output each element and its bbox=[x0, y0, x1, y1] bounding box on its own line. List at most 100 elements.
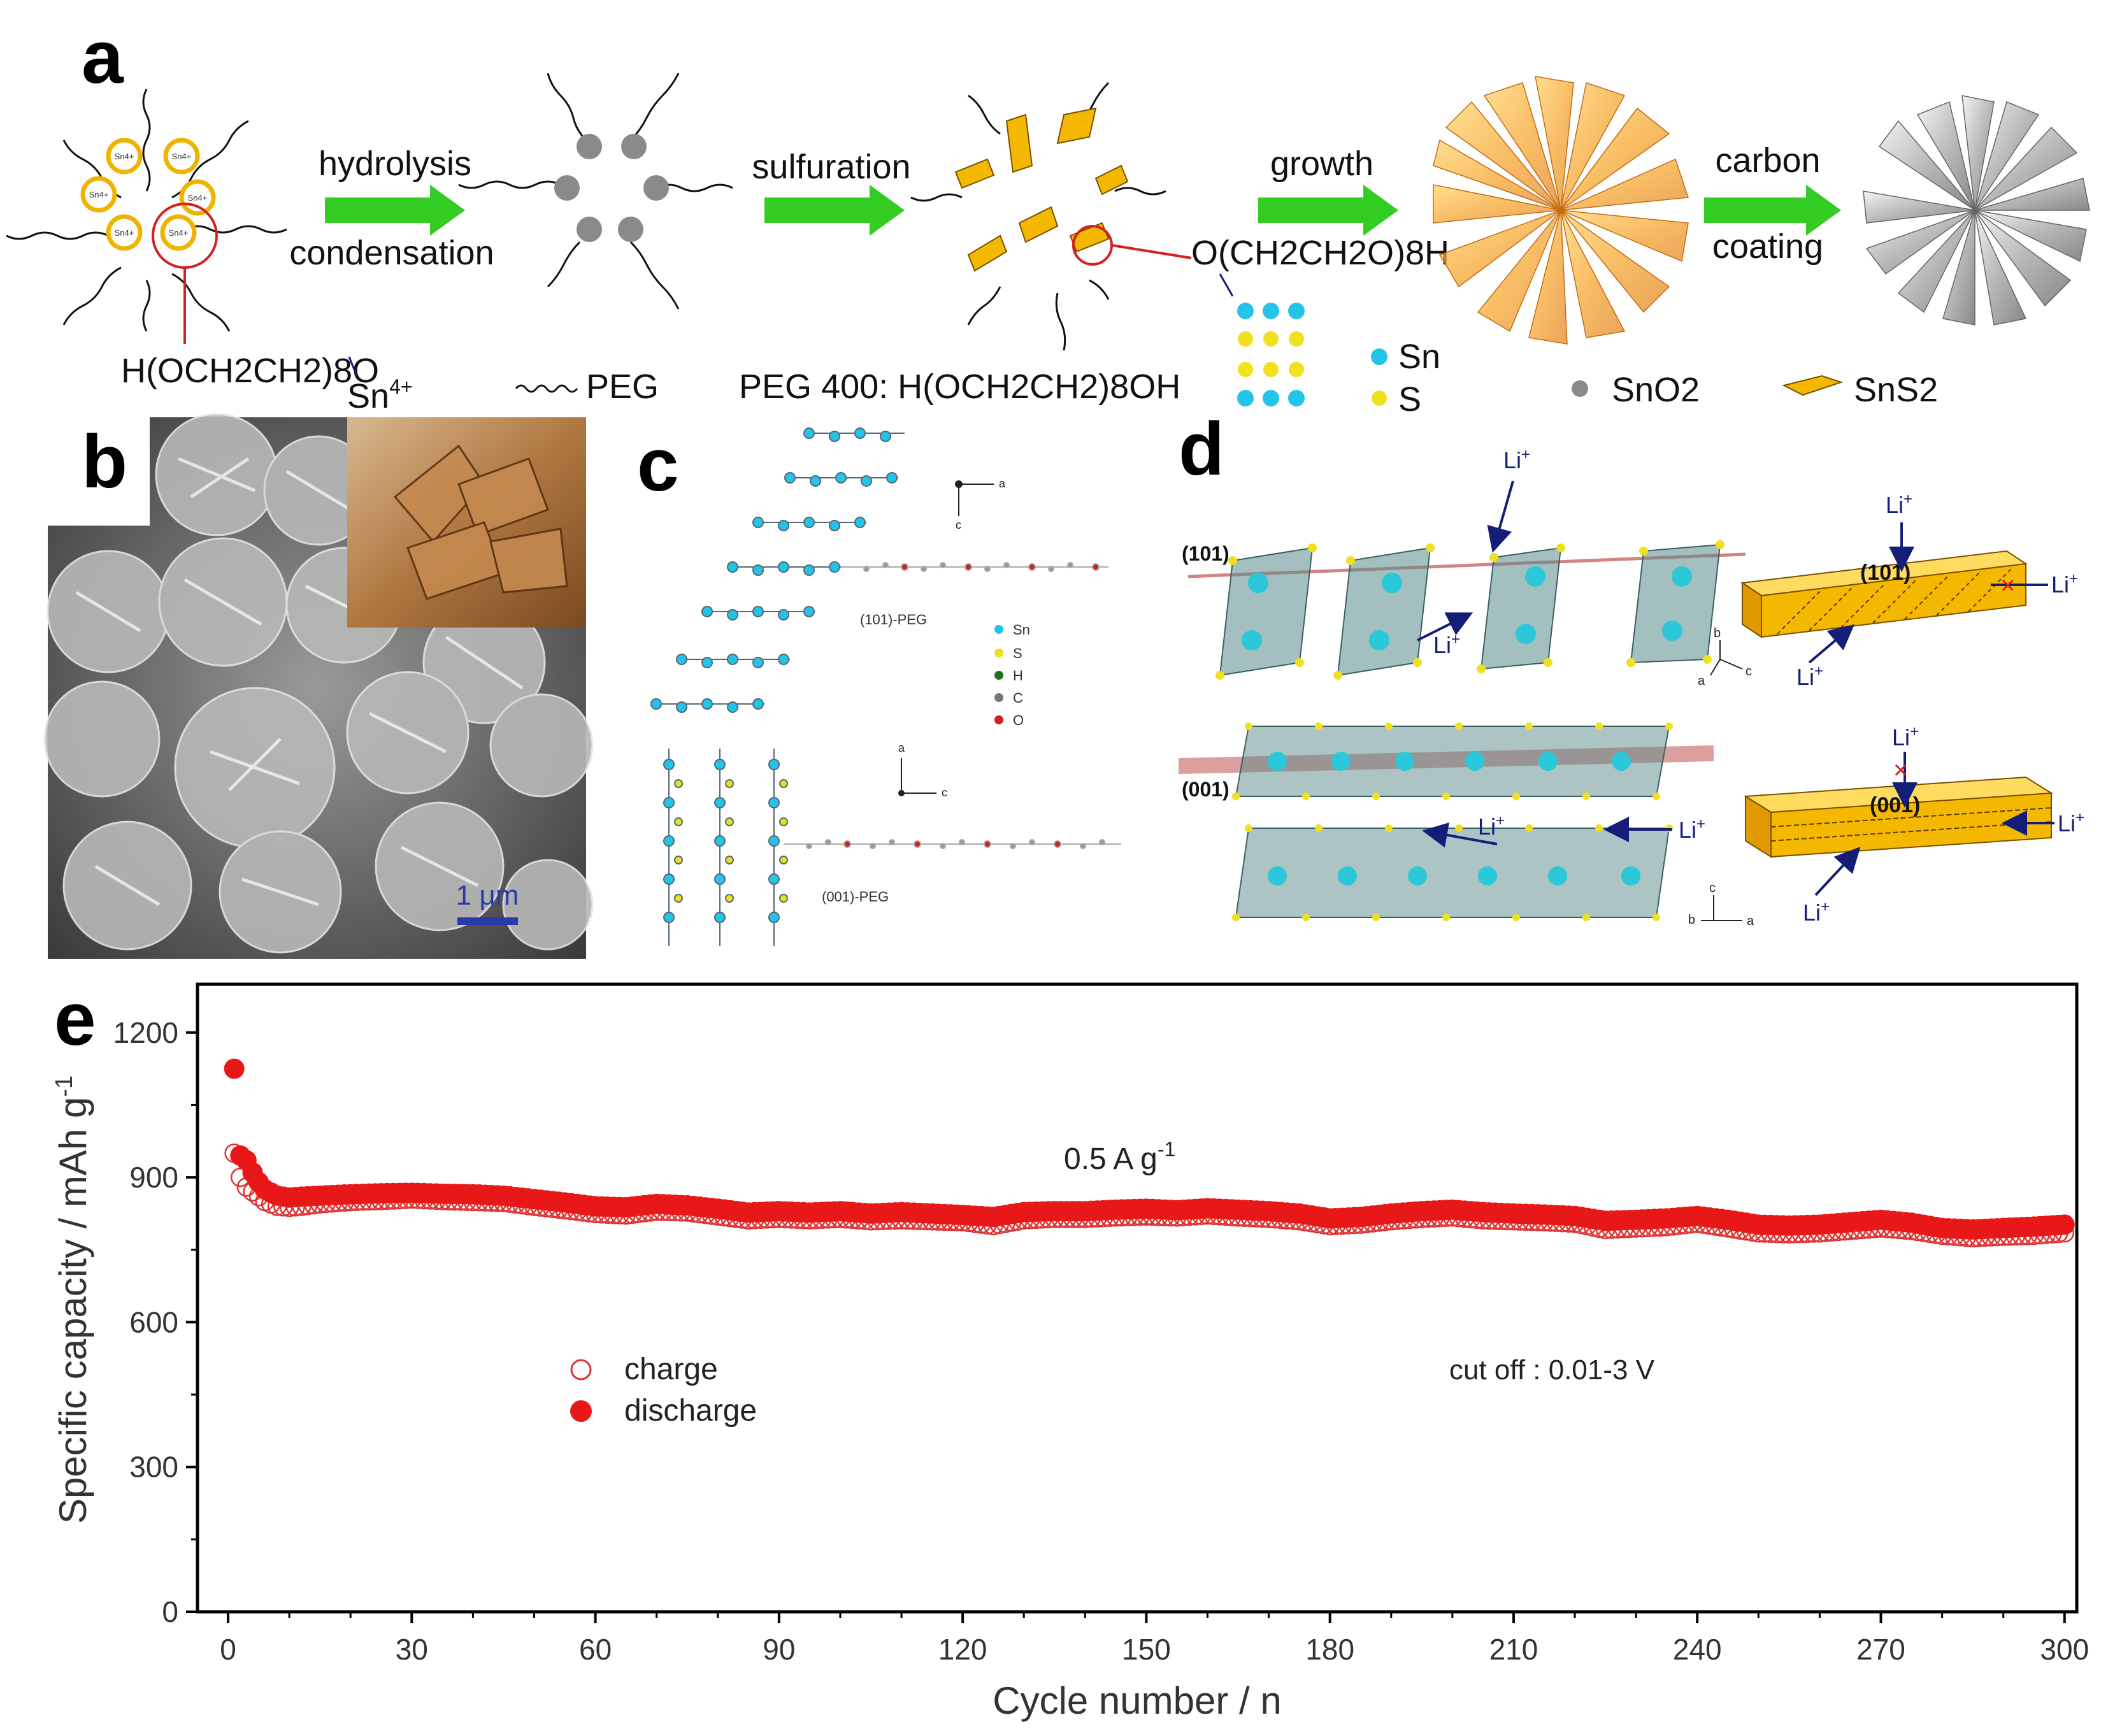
x-tick-label: 240 bbox=[1673, 1633, 1722, 1666]
axes-c-bottom bbox=[898, 758, 936, 796]
svg-text:c: c bbox=[1709, 881, 1716, 895]
svg-text:SnS2: SnS2 bbox=[1854, 371, 1938, 409]
point-discharge bbox=[224, 1058, 245, 1079]
ligand-formula-left: H(OCH2CH2)8O Sn4+ bbox=[121, 352, 413, 415]
y-tick-label: 900 bbox=[129, 1161, 178, 1194]
svg-text:×: × bbox=[1893, 756, 1908, 784]
svg-text:a: a bbox=[999, 477, 1006, 490]
x-tick-label: 180 bbox=[1305, 1633, 1354, 1666]
panel-d: d (101) Li+ bbox=[1179, 407, 2084, 928]
micelle-sno2 bbox=[458, 73, 733, 310]
svg-text:Sn4+: Sn4+ bbox=[115, 152, 134, 161]
x-tick-label: 0 bbox=[220, 1633, 236, 1666]
svg-text:Li+: Li+ bbox=[2058, 809, 2084, 836]
svg-text:a: a bbox=[1698, 674, 1705, 688]
svg-text:O: O bbox=[1013, 712, 1024, 728]
micelle-sns2 bbox=[910, 82, 1192, 351]
annotation-cutoff: cut off : 0.01-3 V bbox=[1449, 1354, 1655, 1386]
step-arrow-carbon: carbon coating bbox=[1704, 141, 1841, 266]
svg-text:Li+: Li+ bbox=[2051, 570, 2078, 598]
svg-text:Sn4+: Sn4+ bbox=[188, 193, 208, 203]
svg-text:Li+: Li+ bbox=[1803, 898, 1830, 926]
point-discharge bbox=[2054, 1214, 2075, 1235]
svg-text:×: × bbox=[2000, 571, 2015, 599]
peg-chain-001 bbox=[784, 839, 1121, 849]
svg-text:a: a bbox=[898, 742, 905, 754]
svg-text:b: b bbox=[1714, 626, 1721, 640]
legend-discharge-label: discharge bbox=[624, 1394, 757, 1428]
panel-a-letter: a bbox=[82, 15, 124, 99]
step-arrow-growth: growth bbox=[1258, 145, 1398, 236]
ligand-formula-right: O(CH2CH2O)8H bbox=[1191, 234, 1449, 272]
panel-a-legend: PEG PEG 400: H(OCH2CH2)8OH Sn S SnO2 SnS… bbox=[515, 338, 1938, 419]
svg-text:(101): (101) bbox=[1182, 542, 1230, 565]
svg-text:sulfuration: sulfuration bbox=[752, 148, 910, 186]
panel-c-letter: c bbox=[637, 423, 679, 507]
y-tick-label: 300 bbox=[129, 1451, 178, 1484]
svg-text:Li+: Li+ bbox=[1433, 631, 1460, 658]
svg-text:Li+: Li+ bbox=[1478, 812, 1505, 840]
crystal-001-layers bbox=[663, 749, 788, 946]
panel-b: b 1 μm bbox=[43, 413, 594, 959]
svg-text:(101)-PEG: (101)-PEG bbox=[860, 612, 927, 628]
micelle-sn4plus: Sn4+ Sn4+ Sn4+ Sn4+ Sn4+ Sn4+ bbox=[6, 89, 287, 344]
panel-a: a Sn4+ Sn4+ bbox=[6, 15, 2090, 419]
svg-text:Li+: Li+ bbox=[1892, 723, 1919, 750]
y-tick-label: 600 bbox=[129, 1305, 178, 1338]
scale-bar bbox=[457, 917, 518, 925]
x-tick-label: 120 bbox=[938, 1633, 987, 1666]
chart-legend: charge discharge bbox=[570, 1352, 757, 1428]
octahedra-001 bbox=[1179, 722, 1714, 921]
x-tick-label: 300 bbox=[2040, 1633, 2089, 1666]
panel-c: c (101)-PEG a c Sn S H C bbox=[637, 423, 1121, 946]
svg-text:S: S bbox=[1013, 645, 1022, 661]
svg-text:(101): (101) bbox=[1860, 561, 1911, 585]
panel-b-letter: b bbox=[82, 420, 127, 504]
svg-text:Sn4+: Sn4+ bbox=[347, 375, 413, 415]
axes-d-bottom bbox=[1701, 895, 1742, 921]
svg-text:(001)-PEG: (001)-PEG bbox=[822, 889, 889, 905]
svg-text:Li+: Li+ bbox=[1503, 446, 1530, 473]
step-arrow-sulfuration: sulfuration bbox=[752, 148, 911, 236]
svg-text:(001): (001) bbox=[1870, 793, 1920, 817]
svg-text:C: C bbox=[1013, 690, 1023, 706]
scale-bar-label: 1 μm bbox=[456, 880, 519, 911]
svg-text:Sn4+: Sn4+ bbox=[169, 228, 189, 238]
sns2-flower-orange bbox=[1433, 76, 1689, 345]
photo-inset bbox=[347, 417, 586, 628]
svg-text:H(OCH2CH2)8O: H(OCH2CH2)8O bbox=[121, 352, 379, 390]
chart-marks bbox=[224, 1058, 2075, 1248]
svg-text:PEG: PEG bbox=[586, 368, 659, 406]
svg-text:Sn4+: Sn4+ bbox=[89, 190, 109, 199]
svg-text:PEG 400: H(OCH2CH2)8OH: PEG 400: H(OCH2CH2)8OH bbox=[739, 368, 1180, 406]
svg-text:b: b bbox=[1688, 913, 1695, 927]
x-tick-label: 60 bbox=[579, 1633, 612, 1666]
svg-text:carbon: carbon bbox=[1715, 141, 1820, 180]
x-tick-label: 210 bbox=[1489, 1633, 1538, 1666]
series-discharge bbox=[224, 1058, 2075, 1240]
x-tick-label: 270 bbox=[1856, 1633, 1905, 1666]
photo-desert-rose bbox=[393, 444, 568, 600]
octahedra-101 bbox=[1187, 540, 1746, 680]
svg-text:Li+: Li+ bbox=[1796, 663, 1823, 690]
sns2-lattice bbox=[1237, 303, 1305, 406]
svg-text:Sn4+: Sn4+ bbox=[115, 228, 134, 238]
x-tick-label: 90 bbox=[763, 1633, 795, 1666]
y-axis-title: Specific capacity / mAh g-1 bbox=[51, 1075, 94, 1524]
legend-charge-label: charge bbox=[624, 1352, 718, 1386]
svg-text:a: a bbox=[1747, 914, 1754, 928]
svg-text:hydrolysis: hydrolysis bbox=[319, 145, 471, 183]
svg-text:coating: coating bbox=[1712, 227, 1823, 266]
sns2-flower-gray bbox=[1863, 95, 2090, 326]
step-arrow-hydrolysis: hydrolysis condensation bbox=[289, 145, 494, 272]
svg-text:condensation: condensation bbox=[289, 234, 494, 272]
svg-text:growth: growth bbox=[1270, 145, 1373, 183]
crystal-101-layers bbox=[650, 427, 905, 713]
annotation-rate: 0.5 A g-1 bbox=[1064, 1138, 1175, 1176]
panel-e: e 0 30 60 90 120 150 180 210 240 270 300 0 300 600 900… bbox=[51, 977, 2089, 1722]
slab-101: (101) Li+ Li+ × Li+ bbox=[1740, 491, 2078, 690]
panel-d-letter: d bbox=[1179, 407, 1224, 491]
svg-text:(001): (001) bbox=[1182, 778, 1230, 801]
legend-charge-marker bbox=[570, 1359, 592, 1381]
